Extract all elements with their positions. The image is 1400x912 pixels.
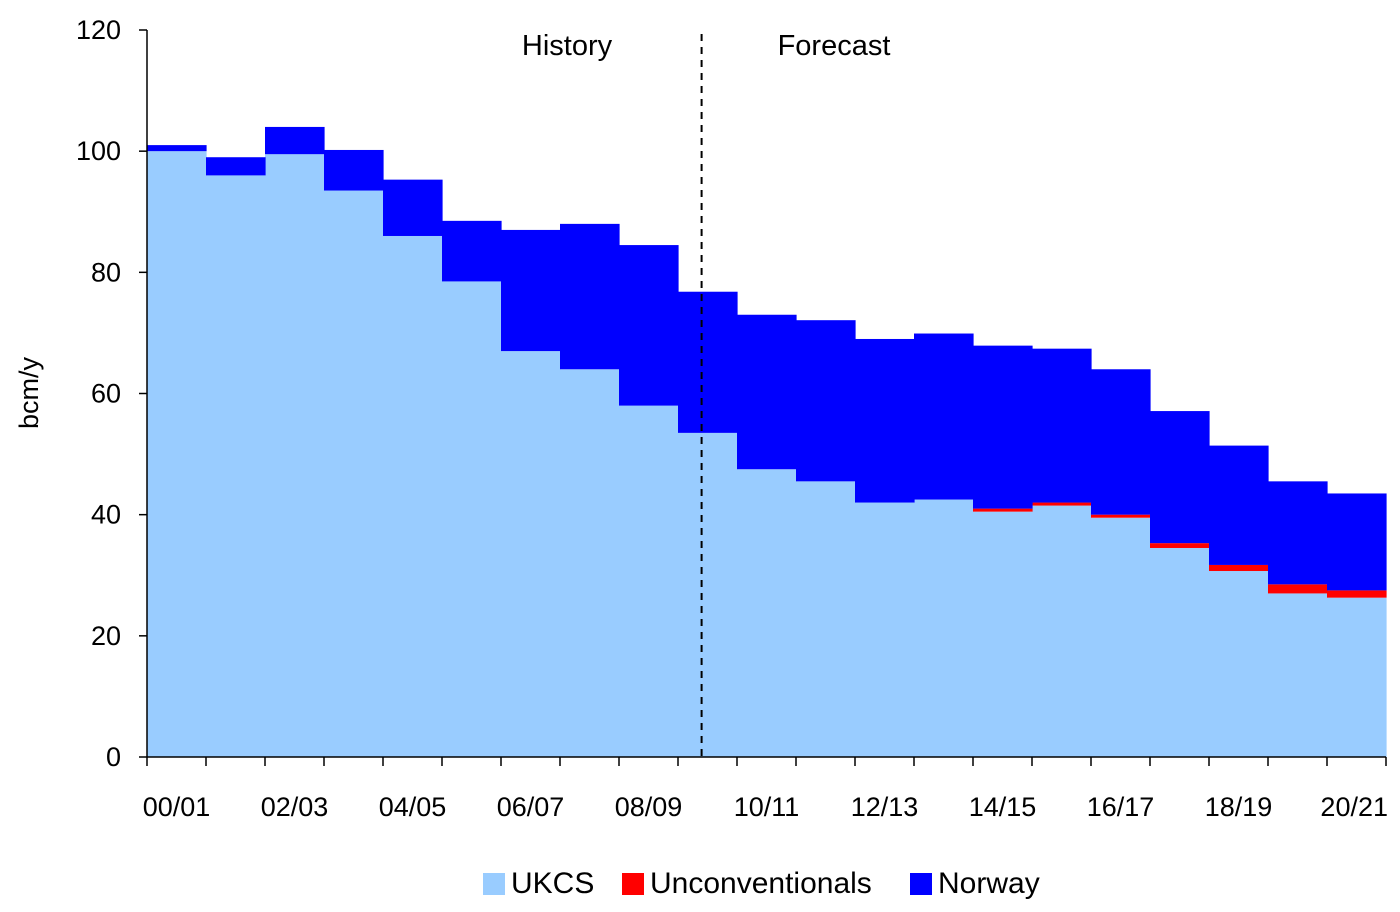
- area-segment-norway: [914, 333, 974, 500]
- area-segment-unconventionals: [1327, 590, 1387, 598]
- x-tick-label: 20/21: [1320, 792, 1388, 822]
- y-tick-label: 20: [91, 621, 121, 651]
- area-segment-norway: [855, 338, 915, 503]
- legend-swatch-unconventionals: [622, 873, 644, 895]
- area-segment-norway: [796, 320, 856, 482]
- area-segment-unconventionals: [1150, 543, 1210, 548]
- area-segment-ukcs: [1209, 571, 1269, 757]
- area-segment-norway: [678, 291, 738, 433]
- area-segment-ukcs: [737, 469, 797, 757]
- x-tick-label: 10/11: [734, 792, 800, 822]
- area-segment-unconventionals: [1268, 584, 1328, 594]
- x-tick-label: 16/17: [1087, 792, 1155, 822]
- area-segment-norway: [1268, 481, 1328, 585]
- area-segment-ukcs: [855, 502, 915, 757]
- area-segment-ukcs: [265, 154, 325, 758]
- y-tick-label: 80: [91, 257, 121, 287]
- area-segment-norway: [1327, 493, 1387, 591]
- legend-swatch-norway: [910, 873, 932, 895]
- legend-swatch-ukcs: [483, 873, 505, 895]
- legend-label-norway: Norway: [938, 867, 1040, 900]
- area-segment-ukcs: [1150, 547, 1210, 757]
- area-segment-norway: [442, 220, 502, 282]
- area-segment-ukcs: [147, 151, 207, 757]
- series-unconventionals: [973, 502, 1387, 598]
- area-segment-ukcs: [560, 369, 620, 757]
- area-segment-unconventionals: [1091, 514, 1151, 518]
- y-tick-label: 0: [106, 742, 121, 772]
- area-segment-norway: [324, 149, 384, 191]
- x-tick-label: 02/03: [261, 792, 329, 822]
- x-tick-label: 04/05: [379, 792, 447, 822]
- area-segment-unconventionals: [1209, 564, 1269, 572]
- area-segment-ukcs: [619, 405, 679, 757]
- area-segment-ukcs: [324, 190, 384, 757]
- area-segment-unconventionals: [973, 508, 1033, 512]
- area-segment-ukcs: [442, 281, 502, 757]
- area-segment-ukcs: [973, 511, 1033, 757]
- y-ticks: 0 20 40 60 80 100 120: [76, 15, 147, 772]
- x-tick-label: 12/13: [851, 792, 919, 822]
- area-segment-norway: [1209, 445, 1269, 565]
- x-tick-label: 14/15: [969, 792, 1037, 822]
- legend: UKCS Unconventionals Norway: [483, 867, 1040, 900]
- history-annotation: History: [522, 30, 613, 62]
- area-segment-ukcs: [1268, 593, 1328, 757]
- legend-label-ukcs: UKCS: [511, 867, 594, 900]
- area-segment-norway: [206, 157, 266, 176]
- area-segment-ukcs: [1032, 505, 1092, 757]
- x-tick-label: 08/09: [615, 792, 683, 822]
- series-areas: [147, 126, 1387, 758]
- area-segment-norway: [560, 223, 620, 370]
- area-segment-ukcs: [206, 175, 266, 757]
- area-segment-norway: [501, 229, 561, 352]
- area-segment-ukcs: [914, 499, 974, 757]
- x-ticks: 00/01 02/03 04/05 06/07 08/09 10/11 12/13 14/15…: [143, 757, 1388, 822]
- area-segment-norway: [1091, 369, 1151, 515]
- area-segment-norway: [1032, 348, 1092, 503]
- y-tick-label: 120: [76, 15, 121, 45]
- area-segment-ukcs: [1327, 597, 1387, 757]
- area-segment-norway: [973, 345, 1033, 509]
- area-segment-ukcs: [383, 235, 443, 757]
- area-segment-unconventionals: [1032, 502, 1092, 506]
- area-segment-ukcs: [678, 432, 738, 757]
- y-tick-label: 60: [91, 379, 121, 409]
- area-segment-norway: [1150, 411, 1210, 544]
- forecast-annotation: Forecast: [778, 30, 891, 62]
- x-tick-label: 06/07: [497, 792, 565, 822]
- series-ukcs: [147, 151, 1387, 758]
- y-tick-label: 40: [91, 500, 121, 530]
- x-tick-label: 18/19: [1205, 792, 1273, 822]
- area-segment-norway: [619, 245, 679, 406]
- x-tick-label: 00/01: [143, 792, 211, 822]
- area-segment-ukcs: [796, 481, 856, 757]
- series-norway: [147, 126, 1387, 591]
- area-segment-norway: [265, 126, 325, 155]
- area-segment-ukcs: [1091, 517, 1151, 757]
- y-axis-title: bcm/y: [14, 356, 44, 429]
- area-segment-ukcs: [501, 351, 561, 757]
- area-segment-norway: [737, 314, 797, 470]
- y-tick-label: 100: [76, 136, 121, 166]
- area-segment-norway: [383, 179, 443, 236]
- area-segment-norway: [147, 145, 207, 152]
- legend-label-unconventionals: Unconventionals: [650, 867, 872, 900]
